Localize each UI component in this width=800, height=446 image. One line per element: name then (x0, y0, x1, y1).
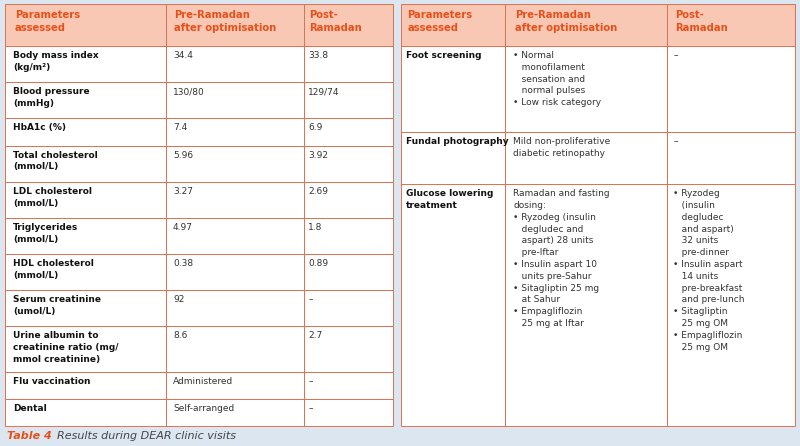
Bar (5, 326, 166, 372)
Text: 1.8: 1.8 (308, 223, 322, 232)
Bar (166, 4, 304, 46)
Text: Parameters
assessed: Parameters assessed (407, 10, 472, 33)
Text: 2.7: 2.7 (308, 331, 322, 340)
Bar (5, 182, 166, 218)
Text: –: – (308, 295, 313, 304)
Bar (166, 145, 304, 182)
Bar (304, 399, 393, 426)
Bar (506, 184, 667, 426)
Text: Results during DEAR clinic visits: Results during DEAR clinic visits (57, 431, 236, 441)
Bar (166, 290, 304, 326)
Text: 4.97: 4.97 (173, 223, 193, 232)
Bar (506, 46, 667, 132)
Bar (166, 46, 304, 82)
Text: 33.8: 33.8 (308, 51, 328, 60)
Bar (166, 118, 304, 145)
Text: Flu vaccination: Flu vaccination (13, 377, 90, 386)
Bar (5, 46, 166, 82)
Bar (667, 46, 795, 132)
Bar (667, 132, 795, 184)
Bar (5, 372, 166, 399)
Text: Administered: Administered (173, 377, 233, 386)
Text: 130/80: 130/80 (173, 87, 205, 96)
Text: Parameters
assessed: Parameters assessed (14, 10, 80, 33)
Text: Pre-Ramadan
after optimisation: Pre-Ramadan after optimisation (174, 10, 277, 33)
Bar (506, 132, 667, 184)
Bar (166, 218, 304, 254)
Bar (5, 399, 166, 426)
Text: Post-
Ramadan: Post- Ramadan (674, 10, 727, 33)
Text: 3.27: 3.27 (173, 187, 193, 196)
Text: 7.4: 7.4 (173, 124, 187, 132)
Bar (304, 46, 393, 82)
Bar (304, 182, 393, 218)
Text: 2.69: 2.69 (308, 187, 328, 196)
Bar (5, 254, 166, 290)
Bar (401, 4, 506, 46)
Text: 5.96: 5.96 (173, 150, 193, 160)
Bar (304, 372, 393, 399)
Bar (5, 290, 166, 326)
Bar (5, 82, 166, 118)
Text: Triglycerides
(mmol/L): Triglycerides (mmol/L) (13, 223, 78, 244)
Bar (506, 4, 667, 46)
Text: Post-
Ramadan: Post- Ramadan (309, 10, 362, 33)
Text: Body mass index
(kg/m²): Body mass index (kg/m²) (13, 51, 98, 72)
Bar (166, 82, 304, 118)
Text: Urine albumin to
creatinine ratio (mg/
mmol creatinine): Urine albumin to creatinine ratio (mg/ m… (13, 331, 118, 364)
Bar (304, 290, 393, 326)
Bar (166, 254, 304, 290)
Text: 0.89: 0.89 (308, 259, 328, 268)
Bar (401, 46, 506, 132)
Text: 92: 92 (173, 295, 184, 304)
Text: LDL cholesterol
(mmol/L): LDL cholesterol (mmol/L) (13, 187, 92, 207)
Bar (401, 184, 506, 426)
Bar (5, 145, 166, 182)
Bar (667, 4, 795, 46)
Bar (166, 182, 304, 218)
Bar (5, 118, 166, 145)
Text: –: – (308, 404, 313, 413)
Text: 0.38: 0.38 (173, 259, 193, 268)
Bar (166, 399, 304, 426)
Text: –: – (674, 137, 678, 146)
Bar (304, 326, 393, 372)
Bar (166, 326, 304, 372)
Bar (5, 4, 166, 46)
Text: 3.92: 3.92 (308, 150, 328, 160)
Text: –: – (308, 377, 313, 386)
Text: Total cholesterol
(mmol/L): Total cholesterol (mmol/L) (13, 150, 98, 171)
Bar (304, 118, 393, 145)
Text: • Ryzodeg
   (insulin
   degludec
   and aspart)
   32 units
   pre-dinner
• Ins: • Ryzodeg (insulin degludec and aspart) … (674, 189, 745, 351)
Bar (304, 218, 393, 254)
Bar (304, 254, 393, 290)
Bar (667, 184, 795, 426)
Text: Ramadan and fasting
dosing:
• Ryzodeg (insulin
   degludec and
   aspart) 28 uni: Ramadan and fasting dosing: • Ryzodeg (i… (514, 189, 610, 328)
Text: HDL cholesterol
(mmol/L): HDL cholesterol (mmol/L) (13, 259, 94, 280)
Text: Fundal photography: Fundal photography (406, 137, 509, 146)
Bar (304, 4, 393, 46)
Text: 129/74: 129/74 (308, 87, 340, 96)
Text: Self-arranged: Self-arranged (173, 404, 234, 413)
Text: Table 4: Table 4 (7, 431, 52, 441)
Text: Dental: Dental (13, 404, 47, 413)
Text: 6.9: 6.9 (308, 124, 322, 132)
Text: –: – (674, 51, 678, 60)
Text: Pre-Ramadan
after optimisation: Pre-Ramadan after optimisation (515, 10, 618, 33)
Text: 34.4: 34.4 (173, 51, 193, 60)
Text: Glucose lowering
treatment: Glucose lowering treatment (406, 189, 494, 210)
Bar (401, 132, 506, 184)
Text: 8.6: 8.6 (173, 331, 187, 340)
Text: Serum creatinine
(umol/L): Serum creatinine (umol/L) (13, 295, 101, 316)
Bar (304, 82, 393, 118)
Text: HbA1c (%): HbA1c (%) (13, 124, 66, 132)
Bar (304, 145, 393, 182)
Text: Blood pressure
(mmHg): Blood pressure (mmHg) (13, 87, 90, 108)
Bar (5, 218, 166, 254)
Text: • Normal
   monofilament
   sensation and
   normal pulses
• Low risk category: • Normal monofilament sensation and norm… (514, 51, 602, 107)
Bar (166, 372, 304, 399)
Text: Foot screening: Foot screening (406, 51, 482, 60)
Text: Mild non-proliferative
diabetic retinopathy: Mild non-proliferative diabetic retinopa… (514, 137, 610, 158)
